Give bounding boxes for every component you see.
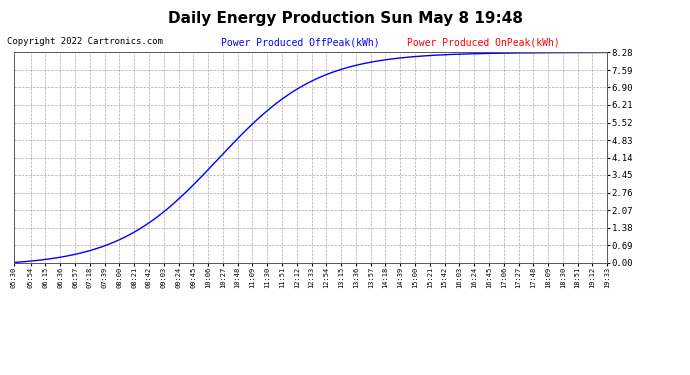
Text: Copyright 2022 Cartronics.com: Copyright 2022 Cartronics.com	[7, 38, 163, 46]
Text: Power Produced OnPeak(kWh): Power Produced OnPeak(kWh)	[407, 38, 560, 48]
Text: Daily Energy Production Sun May 8 19:48: Daily Energy Production Sun May 8 19:48	[168, 11, 522, 26]
Text: Power Produced OffPeak(kWh): Power Produced OffPeak(kWh)	[221, 38, 380, 48]
